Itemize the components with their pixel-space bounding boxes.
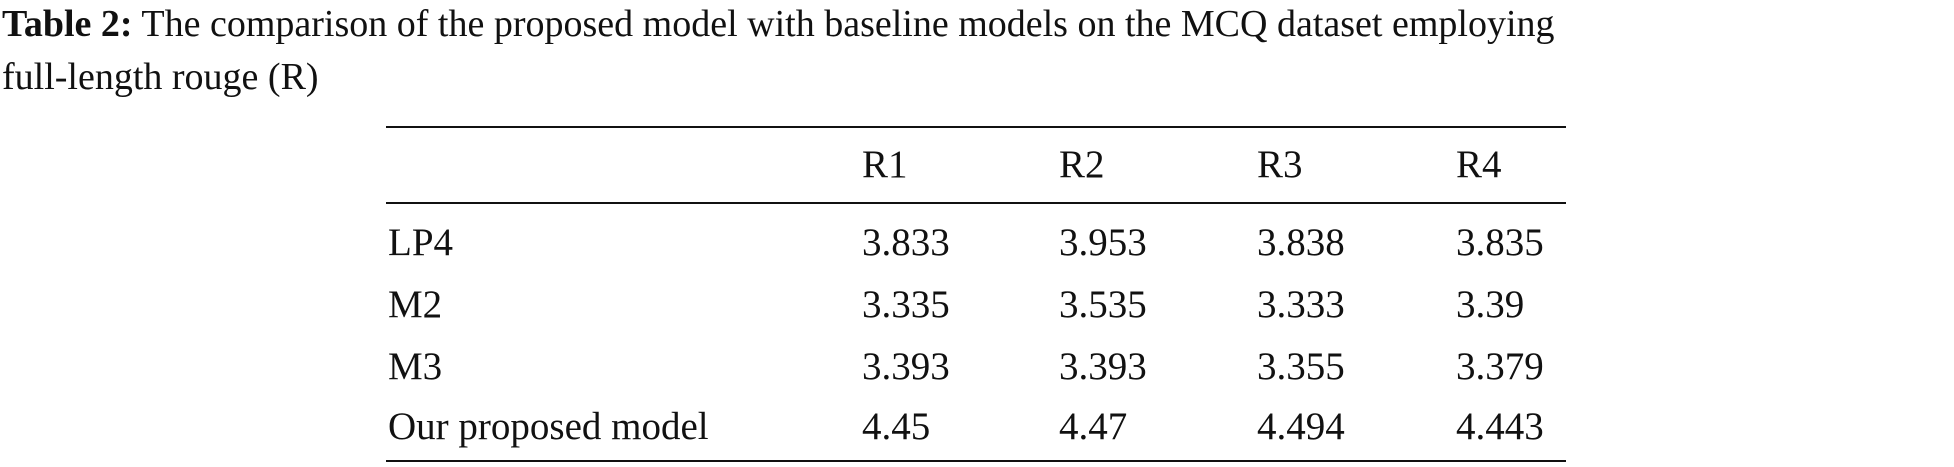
row-label: M2 [388,283,443,326]
caption-label: Table 2: [2,3,133,45]
caption-text: The comparison of the proposed model wit… [141,3,1555,45]
table-cell: 3.835 [1456,221,1544,264]
table-cell: 3.333 [1257,283,1345,326]
table-cell: 4.47 [1059,405,1128,448]
header-cell: R4 [1456,143,1502,186]
table-cell: 4.45 [862,405,931,448]
table-cell: 3.838 [1257,221,1345,264]
table-cell: 3.393 [862,345,950,388]
row-label: LP4 [388,221,454,264]
header-cell: R3 [1257,143,1303,186]
table-cell: 3.953 [1059,221,1147,264]
header-cell: R1 [862,143,908,186]
table-cell: 3.335 [862,283,950,326]
table-cell: 3.39 [1456,283,1525,326]
row-label: M3 [388,345,443,388]
table-cell: 3.535 [1059,283,1147,326]
table-cell: 4.443 [1456,405,1544,448]
table-cell: 3.833 [862,221,950,264]
table-cell: 3.393 [1059,345,1147,388]
header-rule [386,202,1566,204]
top-rule [386,126,1566,128]
caption-line: Table 2: The comparison of the proposed … [2,2,1555,46]
table-cell: 3.379 [1456,345,1544,388]
row-label: Our proposed model [388,405,709,448]
bottom-rule [386,460,1566,462]
header-cell: R2 [1059,143,1105,186]
table-cell: 4.494 [1257,405,1345,448]
caption-line-2: full-length rouge (R) [2,56,319,98]
table-cell: 3.355 [1257,345,1345,388]
